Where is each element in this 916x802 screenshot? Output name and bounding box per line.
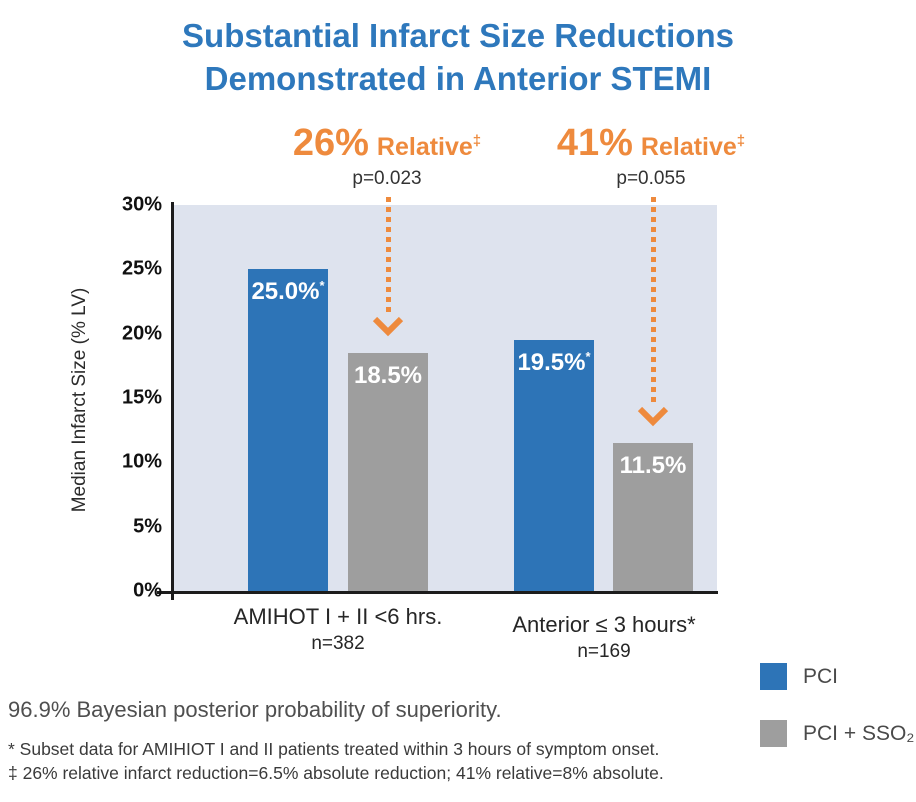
plot-area (174, 205, 717, 592)
x-category-group-1: AMIHOT I + II <6 hrs. n=382 (234, 603, 443, 657)
y-tick-label: 20% (121, 322, 162, 345)
y-tick-label: 25% (121, 257, 162, 280)
p-value-2: p=0.055 (616, 168, 686, 189)
y-axis-line (171, 202, 174, 600)
relative-percent-1: 26% (292, 122, 369, 164)
relative-reduction-annotation-1: 26% Relative‡ p=0.023 (293, 122, 481, 190)
y-tick-label: 10% (121, 450, 162, 473)
y-tick-label: 5% (133, 515, 162, 538)
legend-swatch-pci (760, 663, 787, 690)
arrow-head-down-icon (637, 407, 669, 427)
double-dagger-icon: ‡ (736, 132, 746, 150)
y-axis-ticks: 0% 5% 10% 15% 20% 25% 30% (70, 0, 162, 802)
y-tick-label: 30% (121, 193, 162, 216)
category-label-1: AMIHOT I + II <6 hrs. (233, 604, 443, 629)
footnote-bayesian: 96.9% Bayesian posterior probability of … (8, 697, 502, 722)
title-line-1: Substantial Infarct Size Reductions (182, 17, 734, 54)
arrow-dots-1 (385, 197, 391, 317)
annotation-headline-1: 26% Relative‡ (293, 122, 481, 165)
annotation-headline-2: 41% Relative‡ (557, 122, 745, 165)
legend: PCI PCI + SSO₂ (760, 663, 914, 777)
legend-item-pci: PCI (760, 663, 910, 690)
n-label-1: n=382 (311, 633, 365, 654)
down-arrow-2 (637, 197, 669, 427)
relative-percent-2: 41% (556, 122, 633, 164)
legend-item-pci-sso2: PCI + SSO₂ (760, 720, 914, 747)
relative-word-2: Relative‡ (640, 132, 746, 161)
y-axis-title: Median Infarct Size (% LV) (69, 287, 90, 513)
legend-label-pci-sso2: PCI + SSO₂ (803, 721, 915, 745)
double-dagger-icon: ‡ (472, 132, 482, 150)
arrow-head-down-icon (372, 316, 404, 337)
y-tick-label: 15% (121, 386, 162, 409)
legend-label-pci: PCI (803, 664, 839, 688)
y-tick-label: 0% (133, 579, 162, 602)
category-label-2: Anterior ≤ 3 hours* (512, 612, 696, 637)
down-arrow-1 (372, 197, 404, 337)
x-axis-line (157, 591, 718, 594)
chart-title: Substantial Infarct Size Reductions Demo… (0, 14, 916, 100)
x-category-group-2: Anterior ≤ 3 hours* n=169 (512, 611, 695, 665)
p-value-1: p=0.023 (352, 168, 422, 189)
legend-swatch-pci-sso2 (760, 720, 787, 747)
footnote-subset: * Subset data for AMIHIOT I and II patie… (8, 739, 660, 759)
relative-reduction-annotation-2: 41% Relative‡ p=0.055 (557, 122, 745, 190)
footnote-relative: ‡ 26% relative infarct reduction=6.5% ab… (8, 763, 664, 783)
n-label-2: n=169 (577, 641, 631, 662)
title-line-2: Demonstrated in Anterior STEMI (204, 60, 712, 97)
relative-word-1: Relative‡ (376, 132, 482, 161)
arrow-dots-2 (650, 197, 656, 408)
